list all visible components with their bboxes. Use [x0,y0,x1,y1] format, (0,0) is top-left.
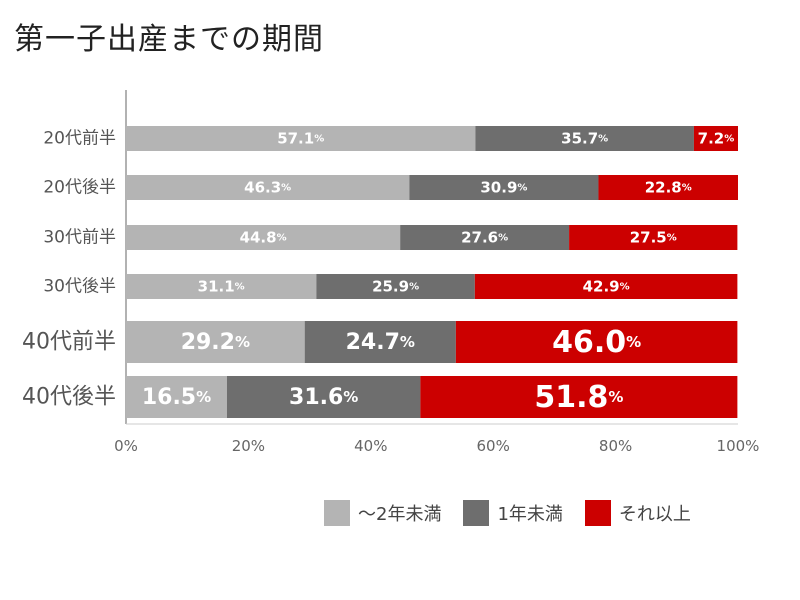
category-label: 40代前半 [22,330,116,355]
chart-title: 第一子出産までの期間 [14,22,324,57]
legend: 〜2年未満 1年未満 それ以上 [324,500,691,526]
category-label: 20代前半 [43,129,116,149]
legend-swatch [584,500,611,526]
legend-label: 1年未満 [497,504,563,525]
bar-segment [455,321,738,363]
bar-segment [475,126,694,151]
legend-swatch [463,500,490,526]
legend-swatch [324,500,350,526]
data-label: 7.2% [698,130,735,148]
bar-segment [693,126,738,151]
data-label: 27.5% [630,229,677,247]
category-label: 20代後半 [43,178,116,198]
data-label: 24.7% [346,330,415,355]
legend-item: 1年未満 [463,500,563,526]
bar-segment [409,175,599,200]
category-label: 30代前半 [43,228,116,248]
bar-segment [474,274,738,299]
bar-segment [126,126,476,151]
legend-item: 〜2年未満 [324,500,441,526]
data-label: 31.6% [289,385,358,410]
x-tick-label: 20% [232,437,265,455]
x-tick-label: 60% [477,437,510,455]
data-label: 27.6% [461,229,508,247]
data-label: 25.9% [372,278,419,296]
bar-segment [126,274,317,299]
data-label: 44.8% [240,229,287,247]
data-label: 30.9% [480,179,527,197]
data-label: 46.3% [244,179,291,197]
bar-segment [304,321,456,363]
x-tick-label: 0% [114,437,138,455]
x-tick-label: 80% [599,437,632,455]
bar-segment [126,175,410,200]
data-label: 35.7% [561,130,608,148]
legend-label: 〜2年未満 [358,504,442,525]
bar-segment [226,376,421,418]
data-label: 57.1% [277,130,324,148]
bar-segment [126,321,305,363]
data-label: 31.1% [198,278,245,296]
bar-segment [126,225,401,250]
category-label: 40代後半 [22,385,116,410]
data-label: 16.5% [142,385,211,410]
data-label: 29.2% [181,330,250,355]
data-label: 42.9% [583,278,630,296]
legend-item: それ以上 [584,500,691,526]
bar-segment [126,376,227,418]
bar-segment [400,225,570,250]
x-tick-label: 40% [354,437,387,455]
data-label: 22.8% [645,179,692,197]
data-label: 46.0% [552,325,641,360]
bar-segment [420,376,738,418]
bar-segment [569,225,738,250]
legend-label: それ以上 [618,504,691,525]
bar-segment [598,175,738,200]
data-label: 51.8% [534,380,623,415]
category-label: 30代後半 [43,277,116,297]
bar-segment [316,274,475,299]
x-tick-label: 100% [717,437,760,455]
